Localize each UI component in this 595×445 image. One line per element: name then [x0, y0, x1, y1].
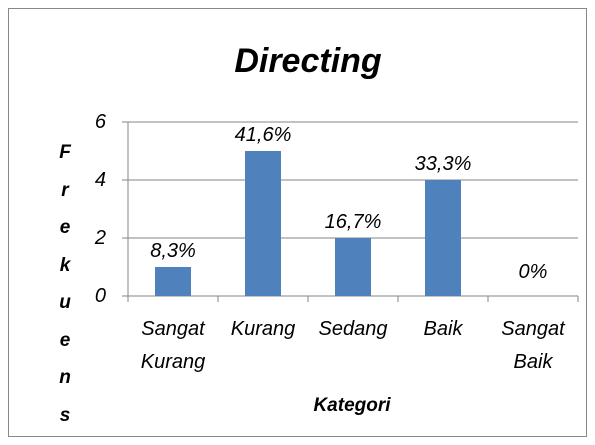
x-tick-label: Kurang — [230, 318, 296, 340]
y-axis-label: Frekuens — [59, 142, 71, 426]
x-tick-label: Sangat Baik — [501, 318, 565, 373]
bar — [335, 238, 371, 296]
chart-border — [8, 8, 587, 437]
chart-title: Directing — [234, 42, 382, 80]
bar — [425, 180, 461, 296]
data-label: 0% — [518, 261, 548, 283]
y-tick-label: 4 — [94, 169, 106, 191]
bar — [155, 267, 191, 296]
x-tick-label: Sedang — [318, 318, 388, 340]
x-tick-label: Sangat Kurang — [140, 318, 206, 373]
y-tick-label: 2 — [94, 227, 106, 249]
x-tick-label: Baik — [423, 318, 463, 340]
data-label: 8,3% — [150, 240, 196, 262]
data-label: 41,6% — [234, 124, 292, 146]
y-tick-label: 6 — [94, 111, 106, 133]
data-label: 16,7% — [324, 211, 382, 233]
y-tick-label: 0 — [94, 285, 106, 307]
x-axis-label: Kategori — [313, 395, 391, 416]
data-label: 33,3% — [414, 153, 472, 175]
bar — [245, 151, 281, 296]
